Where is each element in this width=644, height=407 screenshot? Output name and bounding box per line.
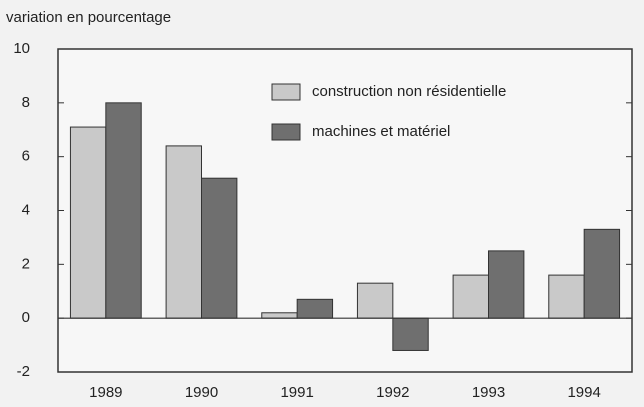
bar [392,317,429,351]
bar [165,145,202,319]
x-tick-label: 1990 [185,384,218,401]
bar [201,177,238,319]
bar [105,102,142,319]
bar [69,126,107,319]
x-tick-label: 1993 [472,384,505,401]
y-tick-label: 4 [22,201,30,218]
x-tick-label: 1992 [376,384,409,401]
y-tick-label: 8 [22,94,30,111]
y-tick-label: 2 [22,255,30,272]
x-tick-label: 1991 [280,384,313,401]
y-tick-label: 10 [13,40,30,57]
legend-swatch [271,123,301,141]
y-tick-label: 0 [22,309,30,326]
legend-swatch [271,83,301,101]
bar [583,228,621,319]
bar [488,250,525,319]
bar [356,282,394,319]
bar [548,274,585,319]
x-tick-label: 1989 [89,384,122,401]
x-tick-label: 1994 [567,384,600,401]
y-axis-label: variation en pourcentage [6,9,171,26]
legend-label: construction non résidentielle [312,83,506,100]
legend-label: machines et matériel [312,123,450,140]
y-tick-label: -2 [17,363,30,380]
y-tick-label: 6 [22,148,30,165]
bar [261,312,298,319]
bar [452,274,489,319]
bar [296,298,334,319]
